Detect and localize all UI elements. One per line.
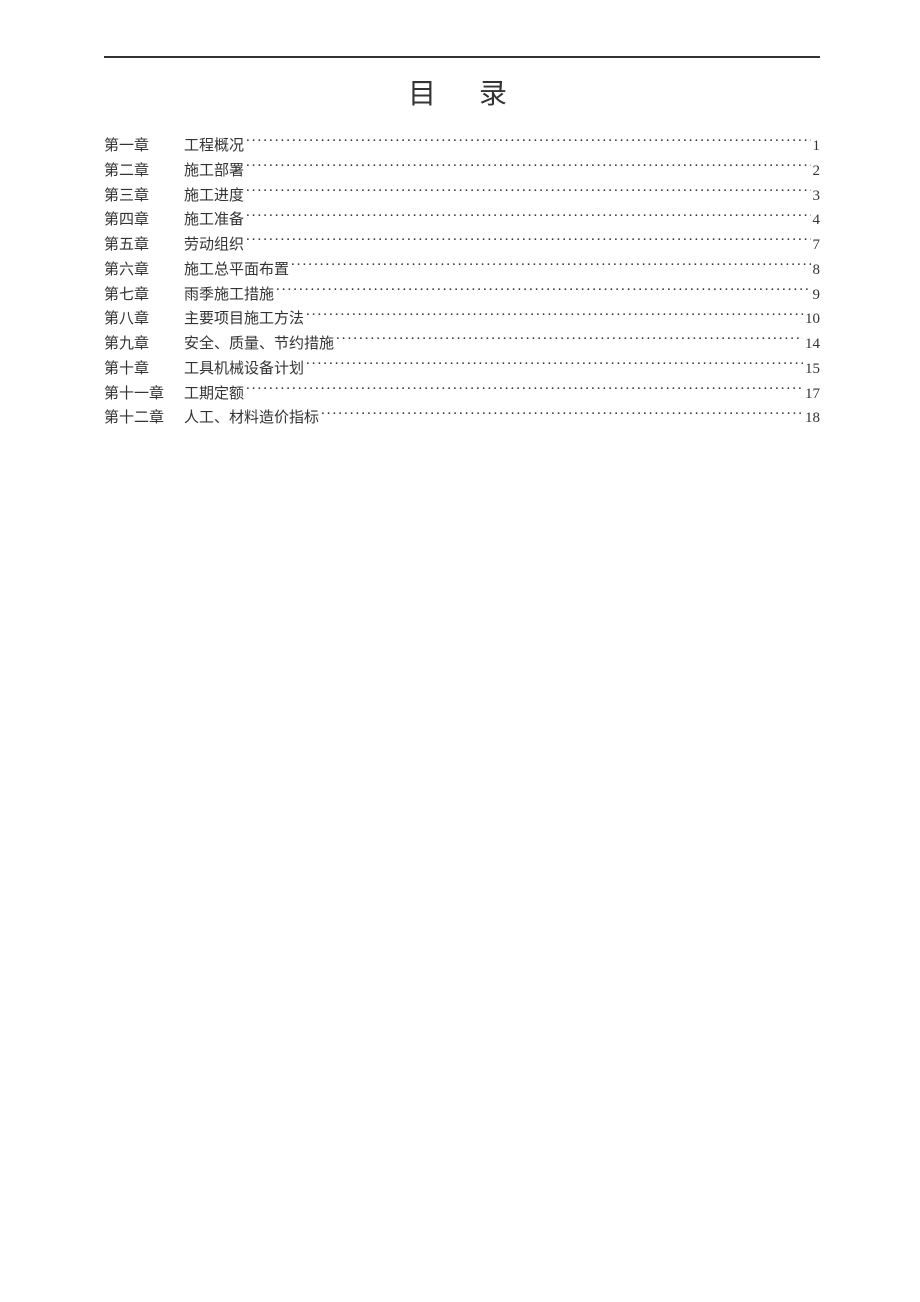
toc-chapter: 第六章 [104,258,184,283]
toc-title: 施工准备 [184,208,244,233]
toc-leader [334,333,803,348]
toc-title: 主要项目施工方法 [184,307,304,332]
toc-leader [304,358,803,373]
toc-chapter: 第五章 [104,233,184,258]
toc-entry: 第九章 安全、质量、节约措施 14 [104,332,820,357]
toc-page: 8 [811,258,821,283]
toc-chapter: 第十二章 [104,406,184,431]
toc-title: 劳动组织 [184,233,244,258]
toc-chapter: 第七章 [104,283,184,308]
toc-entry: 第五章 劳动组织 7 [104,233,820,258]
toc-entry: 第十章 工具机械设备计划 15 [104,357,820,382]
toc-entry: 第七章 雨季施工措施 9 [104,283,820,308]
toc-page: 14 [803,332,820,357]
toc-page: 18 [803,406,820,431]
toc-leader [244,383,803,398]
toc-chapter: 第十一章 [104,382,184,407]
toc-leader [244,234,810,249]
toc-title: 施工部署 [184,159,244,184]
toc-page: 9 [811,283,821,308]
toc-title: 工程概况 [184,134,244,159]
toc-leader [244,185,810,200]
toc-title: 人工、材料造价指标 [184,406,319,431]
top-rule [104,56,820,58]
toc-entry: 第十二章 人工、材料造价指标 18 [104,406,820,431]
toc-leader [289,259,810,274]
toc-leader [244,135,810,150]
page-title: 目 录 [104,72,820,112]
toc-page: 1 [811,134,821,159]
toc-leader [244,160,810,175]
toc-leader [274,284,810,299]
toc-chapter: 第九章 [104,332,184,357]
toc-title: 施工进度 [184,184,244,209]
toc-title: 工具机械设备计划 [184,357,304,382]
toc-page: 17 [803,382,820,407]
toc-page: 7 [811,233,821,258]
toc-entry: 第三章 施工进度 3 [104,184,820,209]
toc-title: 施工总平面布置 [184,258,289,283]
toc-chapter: 第三章 [104,184,184,209]
toc-chapter: 第十章 [104,357,184,382]
toc-page: 10 [803,307,820,332]
toc-leader [319,407,803,422]
toc-entry: 第十一章 工期定额 17 [104,382,820,407]
toc-entry: 第六章 施工总平面布置 8 [104,258,820,283]
toc-entry: 第二章 施工部署 2 [104,159,820,184]
toc-title: 工期定额 [184,382,244,407]
toc-chapter: 第四章 [104,208,184,233]
toc-leader [244,209,810,224]
toc-chapter: 第八章 [104,307,184,332]
toc-title: 雨季施工措施 [184,283,274,308]
toc-chapter: 第二章 [104,159,184,184]
toc-chapter: 第一章 [104,134,184,159]
toc-entry: 第一章 工程概况 1 [104,134,820,159]
toc-title: 安全、质量、节约措施 [184,332,334,357]
table-of-contents: 第一章 工程概况 1 第二章 施工部署 2 第三章 施工进度 3 第四章 施工准… [104,134,820,431]
toc-page: 15 [803,357,820,382]
toc-page: 2 [811,159,821,184]
toc-entry: 第八章 主要项目施工方法 10 [104,307,820,332]
toc-entry: 第四章 施工准备 4 [104,208,820,233]
toc-leader [304,308,803,323]
toc-page: 3 [811,184,821,209]
toc-page: 4 [811,208,821,233]
